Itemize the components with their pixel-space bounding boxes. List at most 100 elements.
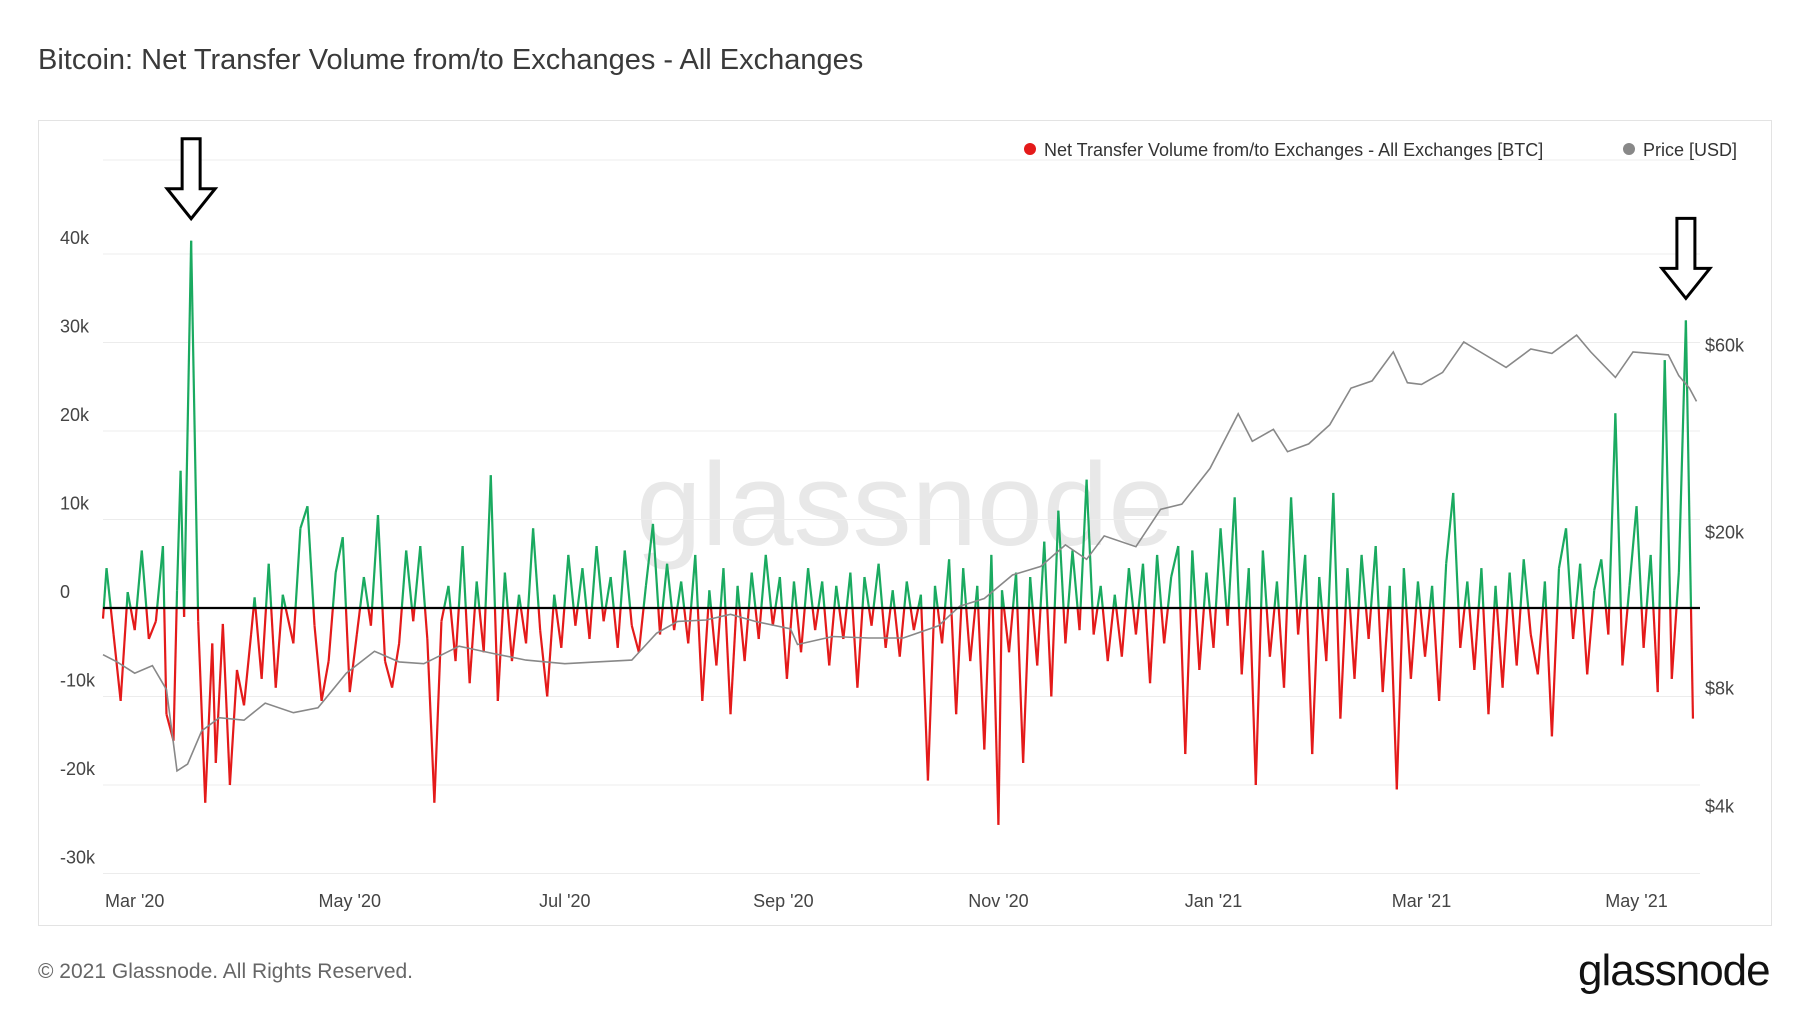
net-flow-segment <box>1388 585 1392 609</box>
right-tick-label: $20k <box>1705 523 1745 543</box>
net-flow-segment <box>119 607 128 701</box>
net-flow-segment <box>1194 607 1201 671</box>
x-tick-label: Mar '20 <box>105 891 164 911</box>
net-flow-segment <box>1628 506 1638 586</box>
net-flow-segment <box>454 607 460 662</box>
net-flow-segment <box>1527 607 1532 635</box>
net-flow-segment <box>147 620 157 640</box>
net-flow-segment <box>145 607 150 640</box>
net-flow-segment <box>1614 413 1622 609</box>
net-flow-segment <box>1405 607 1413 679</box>
net-flow-segment <box>1000 590 1006 609</box>
net-flow-segment <box>274 607 283 688</box>
net-flow-segment <box>877 563 884 609</box>
net-flow-segment <box>1395 607 1404 790</box>
net-flow-segment <box>1226 607 1230 626</box>
net-flow-segment <box>447 585 452 609</box>
x-tick-label: May '21 <box>1605 891 1667 911</box>
net-flow-segment <box>1374 545 1380 609</box>
net-flow-segment <box>1550 607 1559 737</box>
net-flow-segment <box>898 607 906 657</box>
net-flow-segment <box>1593 559 1603 591</box>
net-flow-segment <box>1141 563 1147 609</box>
net-flow-segment <box>1367 607 1373 640</box>
net-flow-segment <box>1289 497 1298 609</box>
legend[interactable]: Net Transfer Volume from/to Exchanges - … <box>1024 140 1737 160</box>
net-flow-segment <box>1268 607 1276 657</box>
net-flow-segment <box>376 515 384 609</box>
net-flow-segment <box>1675 572 1680 609</box>
net-flow-segment <box>1046 607 1053 697</box>
net-flow-segment <box>1029 576 1034 609</box>
net-flow-segment <box>619 550 626 609</box>
net-flow-segment <box>757 607 763 640</box>
net-flow-segment <box>228 669 239 786</box>
net-flow-segment <box>1357 554 1363 609</box>
net-flow-segment <box>1071 550 1079 609</box>
net-flow-segment <box>1325 607 1330 662</box>
net-flow-segment <box>197 621 207 803</box>
net-flow-segment <box>1036 607 1042 666</box>
net-flow-segment <box>983 607 991 750</box>
net-flow-segment <box>1177 546 1182 609</box>
net-flow-segment <box>1656 607 1661 693</box>
net-flow-segment <box>1556 568 1561 609</box>
net-flow-segment <box>1608 413 1617 609</box>
net-flow-segment <box>658 607 664 635</box>
net-flow-segment <box>1402 568 1408 609</box>
right-y-axis: $60k $20k $8k $4k <box>1705 336 1745 817</box>
net-flow-segment <box>320 660 330 702</box>
x-tick-label: May '20 <box>319 891 381 911</box>
net-flow-segment <box>803 568 810 609</box>
legend-label-net-flow[interactable]: Net Transfer Volume from/to Exchanges - … <box>1044 140 1543 160</box>
net-flow-segment <box>306 506 315 609</box>
net-flow-segment <box>1332 492 1339 609</box>
net-flow-segment <box>1153 554 1159 609</box>
net-flow-segment <box>1508 572 1514 609</box>
net-flow-segment <box>554 607 563 648</box>
net-flow-segment <box>1430 585 1435 609</box>
net-flow-segment <box>683 607 690 644</box>
net-flow-segment <box>835 585 841 609</box>
net-flow-segment <box>1515 607 1522 666</box>
right-tick-label: $4k <box>1705 796 1735 816</box>
net-flow-segment <box>348 634 358 693</box>
net-flow-segment <box>1642 607 1648 648</box>
grid-lines <box>103 159 1700 874</box>
net-flow-segment <box>1134 607 1140 635</box>
net-flow-segment <box>1501 607 1509 688</box>
x-tick-label: Mar '21 <box>1392 891 1451 911</box>
net-flow-segment <box>1237 607 1243 675</box>
net-flow-segment <box>1039 541 1046 609</box>
net-flow-segment <box>1115 607 1123 657</box>
net-flow-segment <box>1233 497 1241 609</box>
left-y-axis: 40k 30k 20k 10k 0 -10k -20k -30k <box>60 228 96 868</box>
net-flow-segment <box>778 576 784 609</box>
net-flow-segment <box>629 607 633 626</box>
net-flow-segment <box>881 607 887 648</box>
net-flow-segment <box>708 590 713 609</box>
net-flow-segment <box>1057 510 1065 609</box>
net-flow-segment <box>1079 479 1088 609</box>
net-flow-segment <box>1166 576 1173 609</box>
net-flow-segment <box>1635 506 1643 609</box>
net-flow-segment <box>327 607 334 662</box>
net-flow-segment <box>863 576 871 609</box>
net-flow-segment <box>101 607 105 619</box>
net-flow-segment <box>1285 497 1293 609</box>
net-flow-segment <box>344 607 351 693</box>
legend-label-price[interactable]: Price [USD] <box>1643 140 1737 160</box>
net-flow-segment <box>161 546 166 609</box>
net-flow-segment <box>1529 634 1539 675</box>
net-flow-segment <box>400 550 408 609</box>
net-flow-segment <box>539 630 549 697</box>
net-flow-segment <box>616 607 622 648</box>
net-flow-segment <box>1124 568 1130 609</box>
net-flow-segment <box>1016 607 1025 763</box>
net-flow-segment <box>1432 607 1441 701</box>
net-flow-segment <box>1078 607 1082 631</box>
annotation-arrows <box>164 137 1714 301</box>
net-flow-segment <box>294 528 302 609</box>
net-flow-segment <box>630 625 640 653</box>
net-flow-segment <box>313 625 323 702</box>
